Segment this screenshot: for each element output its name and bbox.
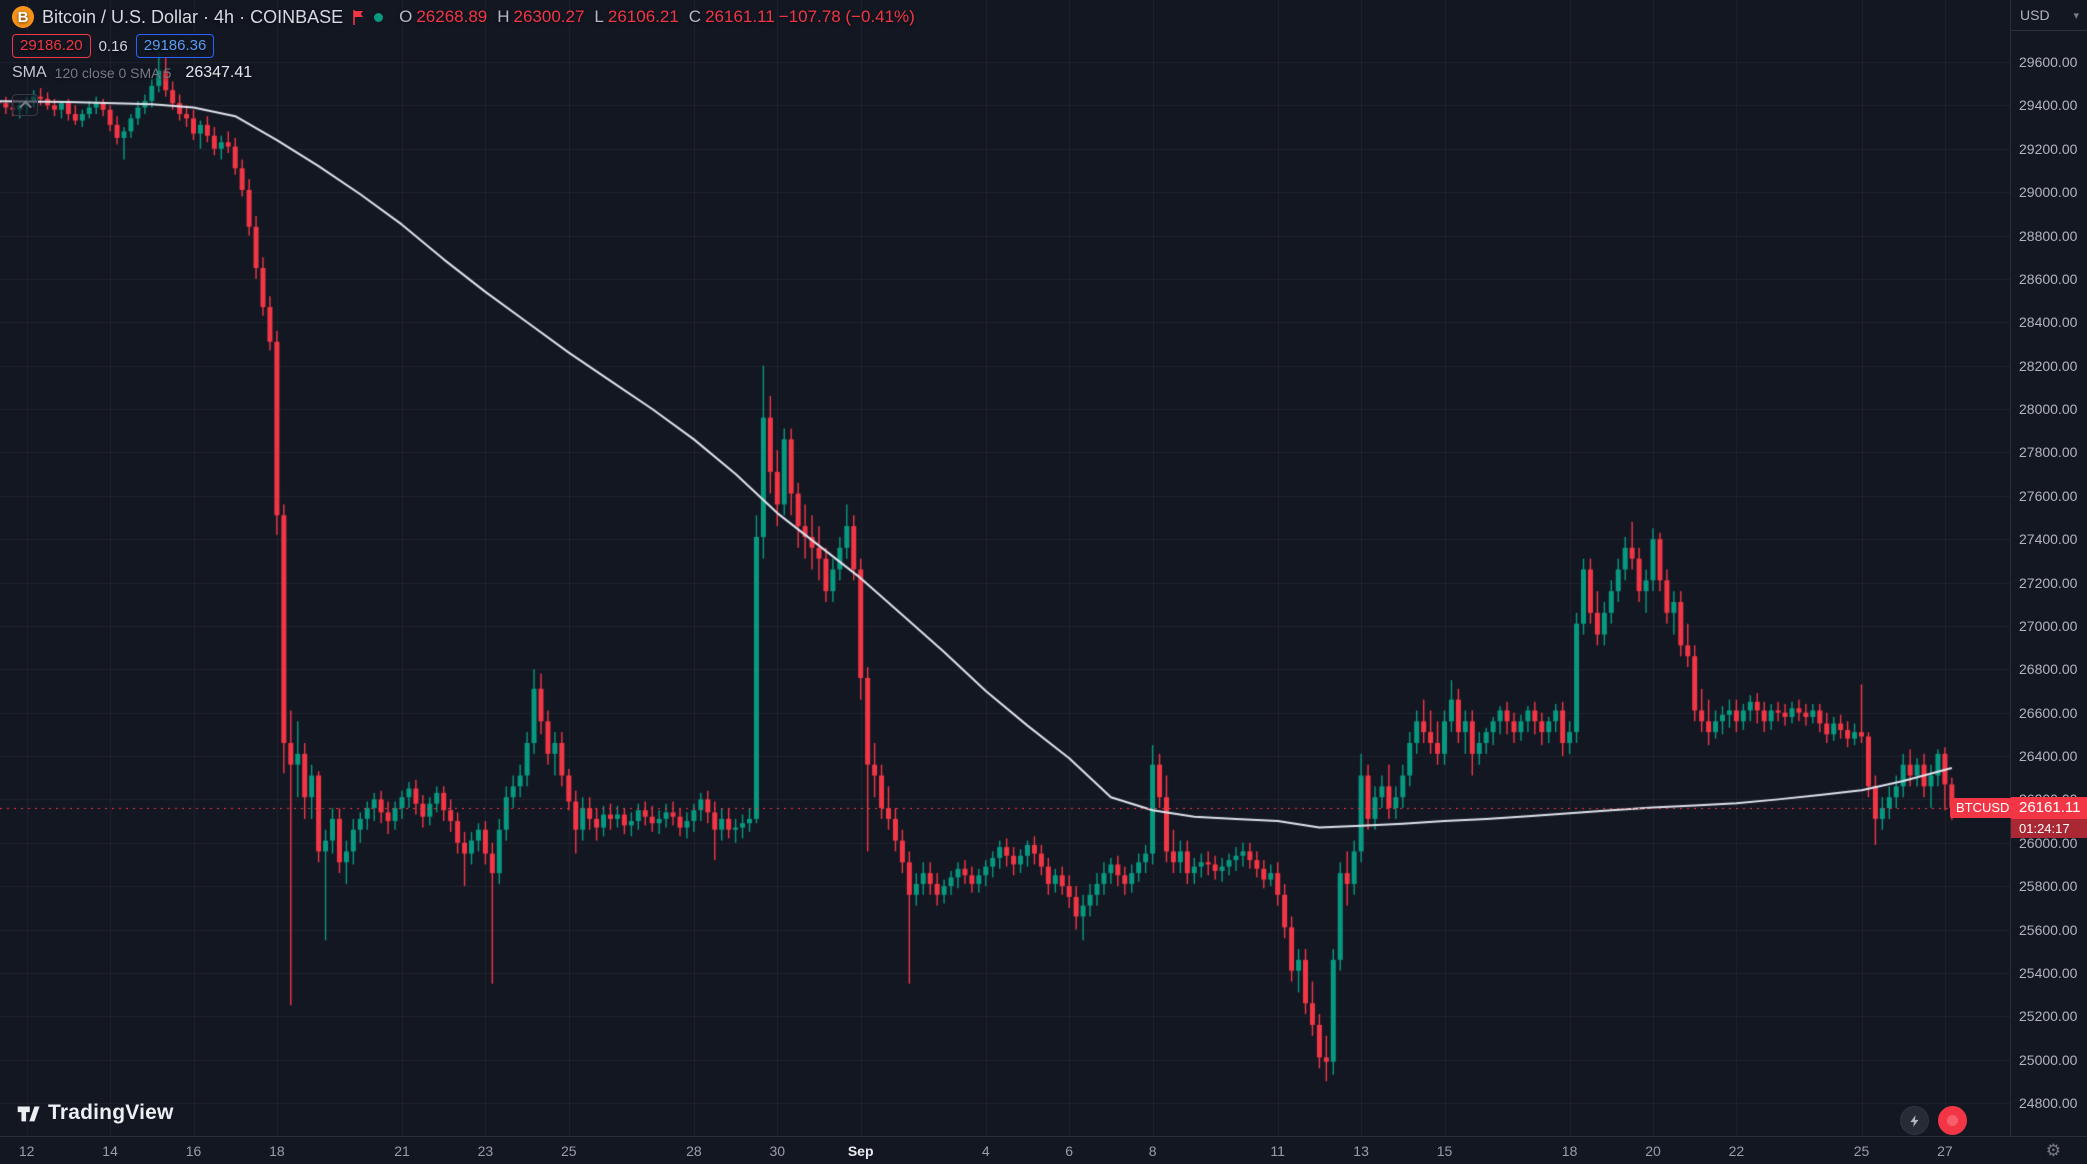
price-axis-label: 26400.00 — [2019, 748, 2078, 764]
price-alert-badge-red[interactable]: 29186.20 — [12, 34, 91, 58]
time-axis-label[interactable]: 30 — [769, 1143, 786, 1159]
time-axis-label[interactable]: 23 — [477, 1143, 494, 1159]
record-icon — [1947, 1115, 1958, 1126]
price-axis-label: 25600.00 — [2019, 921, 2078, 938]
time-axis-label[interactable]: 25 — [1853, 1143, 1870, 1159]
price-axis-label: 28600.00 — [2019, 270, 2078, 287]
bitcoin-logo-icon: B — [12, 6, 34, 28]
price-axis-label: 27800.00 — [2019, 444, 2078, 461]
symbol-price-flag[interactable]: BTCUSD — [1950, 797, 2016, 818]
tradingview-logo[interactable]: TradingView — [14, 1100, 174, 1126]
price-axis-label: 26000.00 — [2019, 834, 2078, 851]
price-axis-label: 29000.00 — [2019, 184, 2078, 201]
price-axis-label: 27200.00 — [2019, 574, 2078, 591]
high-label: H — [497, 7, 510, 26]
chart-legend: B Bitcoin / U.S. Dollar · 4h · COINBASE … — [12, 6, 915, 116]
price-axis-label: 29600.00 — [2019, 54, 2078, 70]
price-axis-label: 27000.00 — [2019, 617, 2078, 634]
time-axis-label[interactable]: Sep — [847, 1143, 874, 1159]
record-button[interactable] — [1938, 1106, 1967, 1135]
low-value: 26106.21 — [607, 7, 679, 26]
alert-badges-row: 29186.20 0.16 29186.36 — [12, 34, 215, 58]
time-axis-label[interactable]: 25 — [561, 1143, 577, 1159]
currency-label: USD — [2020, 7, 2050, 23]
last-price-value: 26161.11 — [2011, 796, 2087, 819]
price-axis-label: 26800.00 — [2019, 661, 2078, 678]
tradingview-logo-text: TradingView — [48, 1101, 174, 1124]
time-axis[interactable]: ⚙ 12 14 16 18 21 23 25 28 30 Sep 4 6 8 11 13 15 18 20 22 25… — [0, 1136, 2087, 1164]
open-label: O — [399, 7, 413, 26]
price-axis-label: 29200.00 — [2019, 140, 2078, 157]
bar-countdown: 01:24:17 — [2011, 818, 2087, 838]
gear-icon[interactable]: ⚙ — [2045, 1141, 2061, 1160]
chevron-down-icon: ▾ — [2073, 9, 2079, 22]
time-axis-label[interactable]: 18 — [1561, 1143, 1578, 1159]
boost-button[interactable] — [1900, 1106, 1929, 1135]
price-axis-label: 28000.00 — [2019, 401, 2078, 417]
time-axis-label[interactable]: 22 — [1728, 1143, 1745, 1159]
price-axis-label: 26600.00 — [2019, 704, 2078, 721]
price-axis-label: 25800.00 — [2019, 878, 2078, 895]
time-axis-label[interactable]: 11 — [1270, 1143, 1285, 1159]
price-axis-label: 28200.00 — [2019, 357, 2078, 374]
indicator-legend-row: SMA 120 close 0 SMA 5 26347.41 — [12, 64, 252, 82]
time-axis-label[interactable]: 8 — [1148, 1143, 1157, 1159]
indicator-name[interactable]: SMA — [12, 64, 47, 81]
indicator-params: 120 close 0 SMA 5 — [54, 65, 172, 81]
time-axis-label[interactable]: 20 — [1645, 1143, 1661, 1159]
change-value: −107.78 (−0.41%) — [778, 7, 915, 26]
price-axis-label: 28800.00 — [2019, 227, 2078, 244]
currency-selector[interactable]: USD ▾ — [2011, 0, 2087, 31]
last-price-badge[interactable]: 26161.11 01:24:17 — [2011, 796, 2087, 838]
price-axis-label: 25000.00 — [2019, 1051, 2078, 1068]
symbol-title[interactable]: Bitcoin / U.S. Dollar · 4h · COINBASE — [42, 6, 344, 27]
open-value: 26268.89 — [416, 7, 488, 26]
lightning-icon — [1909, 1114, 1918, 1127]
high-value: 26300.27 — [513, 7, 585, 26]
quantity-label: 0.16 — [98, 37, 128, 55]
time-axis-label[interactable]: 18 — [269, 1143, 285, 1159]
indicator-value: 26347.41 — [185, 64, 253, 81]
time-axis-label[interactable]: 6 — [1065, 1143, 1074, 1159]
time-axis-label[interactable]: 27 — [1937, 1143, 1953, 1159]
price-axis-label: 25400.00 — [2019, 964, 2078, 981]
symbol-header-row: B Bitcoin / U.S. Dollar · 4h · COINBASE … — [12, 6, 915, 28]
price-axis-label: 29400.00 — [2019, 97, 2078, 114]
floating-buttons — [1900, 1106, 1967, 1135]
time-axis-label[interactable]: 15 — [1436, 1143, 1453, 1159]
time-axis-label[interactable]: 14 — [102, 1143, 118, 1159]
time-axis-label[interactable]: 12 — [18, 1143, 35, 1159]
legend-collapse-button[interactable] — [12, 94, 38, 116]
price-axis-label: 25200.00 — [2019, 1008, 2078, 1025]
time-axis-label[interactable]: 13 — [1353, 1143, 1369, 1159]
ohlc-readout: O 26268.89 H 26300.27 L 26106.21 C 26161.11 … — [393, 7, 915, 27]
time-axis-label[interactable]: 28 — [686, 1143, 702, 1159]
price-axis-label: 27400.00 — [2019, 531, 2078, 548]
chevron-up-icon — [18, 100, 32, 113]
tradingview-logo-mark — [17, 1106, 40, 1122]
price-chart-canvas[interactable] — [0, 0, 2010, 1136]
price-axis[interactable]: USD ▾ 26161.11 01:24:17 29600.00 29400.00… — [2010, 0, 2087, 1136]
close-value: 26161.11 — [705, 7, 775, 26]
price-axis-label: 24800.00 — [2019, 1095, 2078, 1111]
price-axis-label: 28400.00 — [2019, 314, 2078, 331]
data-status-icon[interactable] — [374, 12, 384, 22]
low-label: L — [594, 7, 604, 26]
flag-icon[interactable] — [351, 9, 366, 26]
time-axis-label[interactable]: 4 — [981, 1143, 990, 1159]
price-alert-badge-blue[interactable]: 29186.36 — [135, 34, 215, 58]
close-label: C — [688, 7, 702, 26]
time-axis-label[interactable]: 16 — [185, 1143, 202, 1159]
time-axis-label[interactable]: 21 — [394, 1143, 410, 1159]
price-axis-label: 27600.00 — [2019, 487, 2078, 504]
